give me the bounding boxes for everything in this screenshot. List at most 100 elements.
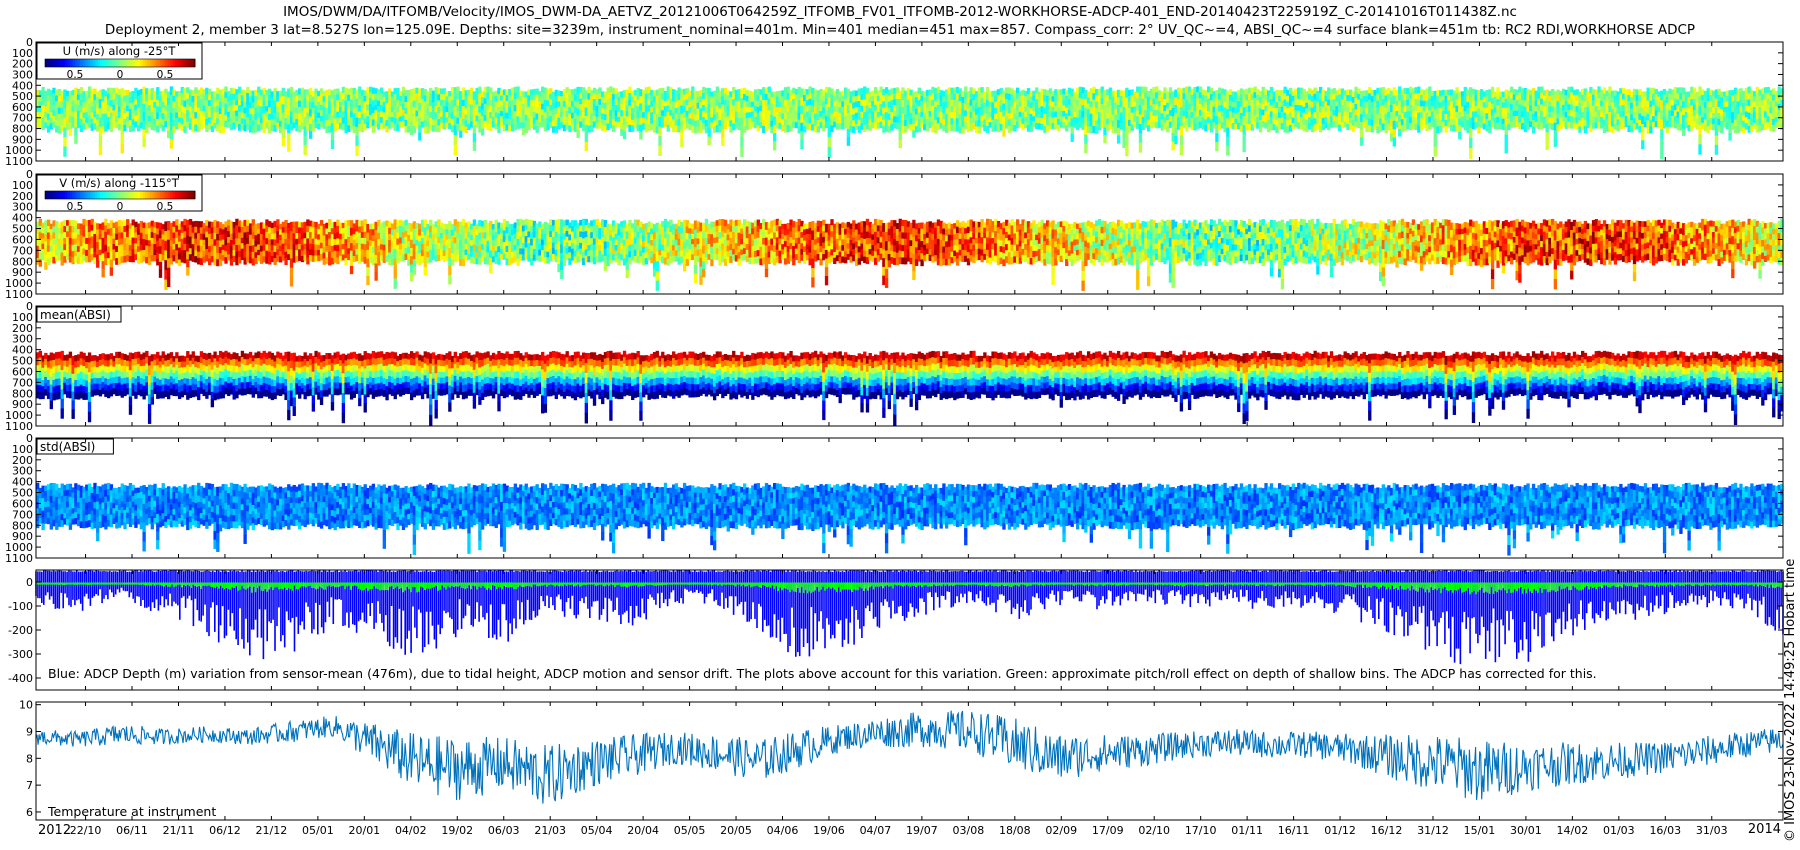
heatmap-cell <box>434 112 438 120</box>
heatmap-cell <box>377 94 381 102</box>
heatmap-cell <box>349 105 354 112</box>
heatmap-column <box>71 90 75 128</box>
heatmap-cell <box>270 102 275 109</box>
heatmap-cell <box>467 106 471 114</box>
heatmap-column <box>399 90 403 128</box>
heatmap-cell <box>158 101 163 108</box>
heatmap-cell <box>409 101 414 110</box>
heatmap-cell <box>371 119 376 127</box>
heatmap-cell <box>270 108 275 115</box>
heatmap-cell <box>180 93 184 101</box>
heatmap-column <box>123 89 127 132</box>
heatmap-cell <box>407 107 411 115</box>
heatmap-cell <box>314 121 318 129</box>
heatmap-cell <box>235 115 239 122</box>
heatmap-cell <box>68 109 73 117</box>
heatmap-cell <box>409 128 414 136</box>
heatmap-cell <box>344 106 348 114</box>
heatmap-cell <box>1698 144 1702 155</box>
heatmap-cell <box>339 96 343 103</box>
heatmap-cell <box>773 133 777 143</box>
heatmap-cell <box>369 120 373 128</box>
heatmap-cell <box>483 109 487 116</box>
heatmap-cell <box>188 100 193 108</box>
heatmap-cell <box>475 115 479 122</box>
heatmap-cell <box>276 117 280 124</box>
heatmap-cell <box>52 93 56 100</box>
heatmap-cell <box>478 119 482 127</box>
heatmap-cell <box>461 87 466 95</box>
heatmap-cell <box>399 90 403 97</box>
heatmap-cell <box>330 98 335 108</box>
heatmap-cell <box>363 96 367 103</box>
heatmap-cell <box>257 118 261 126</box>
heatmap-column <box>60 90 64 132</box>
heatmap-cell <box>472 125 477 135</box>
heatmap-cell <box>450 99 455 107</box>
heatmap-cell <box>49 123 53 130</box>
heatmap-cell <box>486 86 490 94</box>
heatmap-cell <box>415 122 419 129</box>
heatmap-cell <box>76 105 81 112</box>
heatmap-cell <box>270 124 275 131</box>
heatmap-cell <box>371 113 376 121</box>
heatmap-cell <box>407 119 411 127</box>
heatmap-cell <box>251 114 255 122</box>
heatmap-column <box>240 89 245 131</box>
heatmap-cell <box>478 99 482 107</box>
heatmap-cell <box>352 106 356 114</box>
heatmap-cell <box>229 93 234 101</box>
heatmap-cell <box>412 100 417 108</box>
heatmap-column <box>486 86 490 131</box>
heatmap-column <box>341 86 346 131</box>
heatmap-cell <box>349 93 354 101</box>
heatmap-cell <box>38 95 43 102</box>
heatmap-column <box>349 87 354 130</box>
heatmap-cell <box>128 125 133 133</box>
heatmap-cell <box>150 117 154 125</box>
heatmap-cell <box>431 119 436 126</box>
heatmap-cell <box>366 116 370 123</box>
heatmap-cell <box>194 93 198 101</box>
heatmap-cell <box>1125 146 1129 157</box>
heatmap-column <box>393 88 397 131</box>
heatmap-cell <box>131 113 135 120</box>
heatmap-column <box>93 88 97 130</box>
heatmap-cell <box>1545 140 1549 150</box>
heatmap-cell <box>82 123 86 130</box>
heatmap-column <box>358 86 362 132</box>
heatmap-cell <box>46 119 51 127</box>
heatmap-cell <box>306 124 310 131</box>
heatmap-cell <box>1138 142 1143 153</box>
heatmap-cell <box>333 124 337 132</box>
heatmap-cell <box>76 116 81 123</box>
heatmap-cell <box>276 96 280 103</box>
heatmap-cell <box>227 90 231 97</box>
heatmap-column <box>142 86 146 147</box>
heatmap-cell <box>71 116 75 123</box>
heatmap-cell <box>341 123 346 131</box>
heatmap-cell <box>278 114 283 122</box>
heatmap-cell <box>120 143 124 154</box>
heatmap-cell <box>120 88 124 98</box>
heatmap-cell <box>172 119 176 127</box>
heatmap-cell <box>55 89 59 96</box>
heatmap-cell <box>399 121 403 128</box>
heatmap-cell <box>486 117 490 125</box>
heatmap-cell <box>207 94 212 101</box>
heatmap-cell <box>175 101 179 108</box>
heatmap-cell <box>87 92 92 99</box>
heatmap-cell <box>360 107 365 115</box>
heatmap-cell <box>401 98 406 105</box>
heatmap-cell <box>126 111 130 118</box>
heatmap-cell <box>188 123 193 130</box>
heatmap-cell <box>314 105 318 112</box>
heatmap-cell <box>191 119 195 127</box>
heatmap-cell <box>355 136 359 147</box>
heatmap-cell <box>101 119 105 127</box>
heatmap-cell <box>409 108 414 116</box>
heatmap-cell <box>227 101 231 108</box>
heatmap-cell <box>248 114 253 121</box>
heatmap-cell <box>153 124 157 131</box>
heatmap-cell <box>109 100 114 108</box>
